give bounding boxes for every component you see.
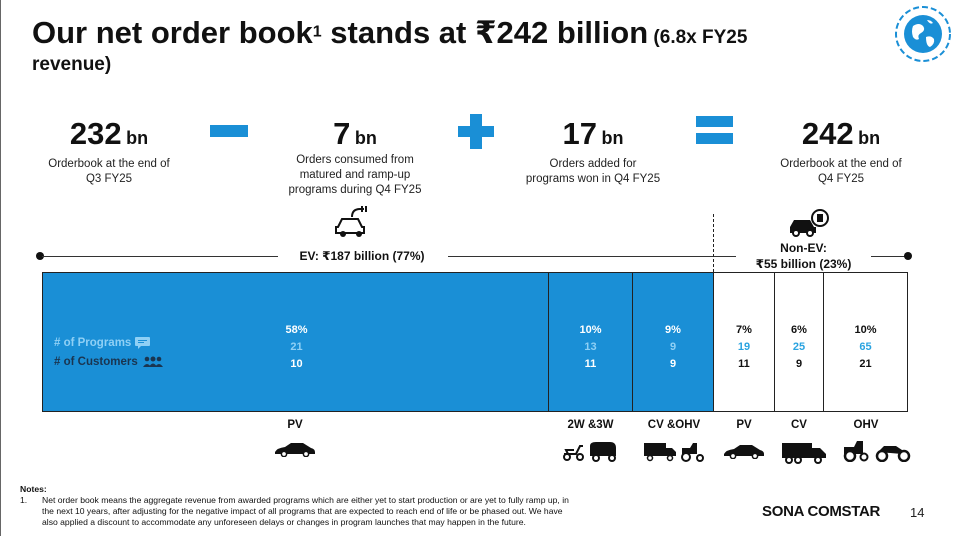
bar-legend: # of Programs # of Customers	[54, 334, 164, 372]
title-main-value: stands at ₹242 billion	[321, 15, 649, 50]
chat-icon	[135, 336, 151, 349]
stat-number: 7	[333, 116, 351, 151]
segment-customers: 11	[584, 358, 597, 370]
note-line: Net order book means the aggregate reven…	[42, 495, 569, 505]
left-border-line	[0, 0, 1, 536]
plus-icon-vertical	[470, 114, 482, 149]
title-subtext-line2: revenue)	[32, 53, 112, 75]
stat-number: 17	[562, 116, 598, 151]
note-line: also applied a discount to accommodate a…	[42, 517, 526, 527]
note-text: Net order book means the aggregate reven…	[42, 495, 569, 528]
segment-nonev-cv: 6% 25 9	[774, 272, 824, 412]
title-subtext: (6.8x FY25	[648, 27, 748, 48]
stat-desc: Orders added for	[549, 158, 637, 170]
ev-nonev-divider	[713, 214, 714, 272]
segment-ev-pv: 58% 21 10	[42, 272, 549, 412]
segment-customers: 9	[669, 358, 677, 370]
stat-number: 232	[69, 116, 122, 151]
page-title: Our net order book1 stands at ₹242 billi…	[32, 14, 852, 77]
segment-customers: 11	[738, 358, 750, 370]
segment-programs: 9	[669, 341, 677, 353]
fuel-car-icon	[790, 209, 829, 237]
page-number: 14	[910, 505, 925, 520]
stat-desc: programs during Q4 FY25	[288, 183, 422, 196]
segment-ev-2w3w: 10% 13 11	[548, 272, 633, 412]
segment-programs: 19	[737, 341, 751, 353]
ev-total-label: EV: ₹187 billion (77%)	[299, 249, 425, 263]
category-label-nonev-ohv: OHV	[853, 419, 879, 431]
segment-programs: 21	[290, 341, 303, 353]
scooter-rickshaw-icon	[563, 442, 616, 462]
people-icon	[142, 356, 163, 367]
note-line: the next 10 years, after adjusting for t…	[42, 506, 563, 516]
segment-percent: 10%	[579, 324, 602, 336]
category-label-nonev-pv: PV	[736, 419, 752, 431]
segment-nonev-pv: 7% 19 11	[713, 272, 775, 412]
stat-q4-orderbook: 242 bn Orderbook at the end of Q4 FY25	[756, 118, 926, 187]
segment-programs: 25	[792, 341, 806, 353]
stat-unit: bn	[126, 128, 149, 148]
segment-ev-cv-ohv: 9% 9 9	[632, 272, 714, 412]
segment-percent: 10%	[854, 324, 877, 336]
ev-axis-line-right	[448, 256, 713, 257]
segment-programs: 13	[584, 341, 597, 353]
stat-orders-added: 17 bn Orders added for programs won in Q4…	[508, 118, 678, 187]
legend-customers-label: # of Customers	[54, 356, 138, 368]
passenger-car-icon	[275, 443, 315, 457]
ev-axis-line-left	[42, 256, 278, 257]
company-logo: SONA COMSTAR	[762, 503, 881, 520]
segment-percent: 9%	[665, 324, 681, 336]
passenger-car-icon-nonev	[724, 445, 764, 459]
truck-tractor-icon	[644, 443, 704, 462]
stat-desc: Q4 FY25	[817, 172, 865, 185]
legend-programs: # of Programs	[54, 334, 164, 353]
note-number: 1.	[20, 495, 28, 505]
segment-customers: 9	[795, 358, 803, 370]
equals-icon-lower	[696, 133, 733, 144]
tractor-atv-icon	[843, 441, 911, 462]
category-label-2w3w: 2W &3W	[567, 419, 614, 431]
equals-icon	[696, 116, 733, 127]
notes-heading: Notes:	[20, 484, 47, 494]
nonev-label-line2: ₹55 billion (23%)	[755, 257, 852, 272]
stat-number: 242	[801, 116, 854, 151]
legend-programs-label: # of Programs	[54, 337, 132, 349]
segment-customers: 21	[859, 358, 872, 370]
stat-q3-orderbook: 232 bn Orderbook at the end of Q3 FY25	[24, 118, 194, 187]
stat-desc: Orders consumed from	[296, 154, 414, 166]
category-label-cv-ohv: CV &OHV	[647, 419, 701, 431]
footnotes: Notes: 1. Net order book means the aggre…	[20, 484, 700, 528]
globe-icon	[895, 6, 951, 62]
segment-percent: 7%	[736, 324, 752, 336]
stat-desc: matured and ramp-up	[299, 168, 411, 181]
axis-end-dot	[904, 252, 912, 260]
segment-programs: 65	[859, 341, 872, 353]
segment-percent: 6%	[791, 324, 807, 336]
title-footnote-marker: 1	[312, 23, 322, 41]
stat-unit: bn	[858, 128, 881, 148]
legend-customers: # of Customers	[54, 353, 164, 372]
stat-unit: bn	[354, 128, 377, 148]
category-label-nonev-cv: CV	[791, 419, 807, 431]
nonev-label-line1: Non-EV:	[780, 241, 827, 255]
note-item: 1. Net order book means the aggregate re…	[20, 495, 700, 528]
stat-desc: Q3 FY25	[85, 172, 133, 185]
stat-desc: programs won in Q4 FY25	[525, 172, 661, 185]
nonev-axis-line-right	[871, 256, 907, 257]
truck-icon	[782, 443, 826, 464]
segment-nonev-ohv: 10% 65 21	[823, 272, 908, 412]
nonev-axis-line-left	[713, 256, 736, 257]
axis-start-dot	[36, 252, 44, 260]
minus-icon	[210, 125, 248, 137]
segment-customers: 10	[290, 358, 303, 370]
stat-unit: bn	[601, 128, 624, 148]
nonev-total-label: Non-EV: ₹55 billion (23%)	[736, 240, 871, 272]
stat-desc: Orderbook at the end of	[780, 158, 902, 170]
stat-desc: Orderbook at the end of	[48, 158, 170, 170]
title-main: Our net order book	[32, 15, 313, 50]
category-label-ev-pv: PV	[287, 419, 303, 431]
ev-car-icon	[335, 206, 367, 237]
segment-percent: 58%	[285, 324, 308, 336]
stat-orders-consumed: 7 bn Orders consumed from matured and ram…	[270, 118, 440, 198]
